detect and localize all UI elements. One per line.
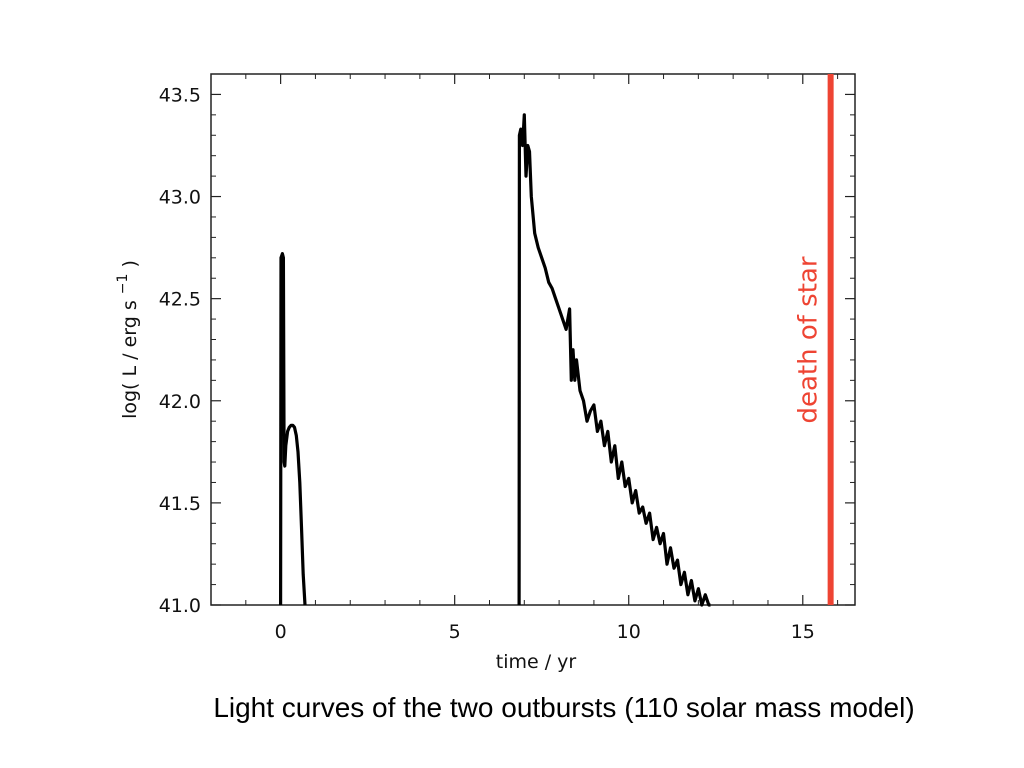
x-tick-label: 5 bbox=[449, 621, 461, 643]
y-axis-label-close: ) bbox=[119, 260, 141, 267]
x-axis-label: time / yr bbox=[496, 651, 577, 673]
figure-caption: Light curves of the two outbursts (110 s… bbox=[213, 692, 915, 723]
x-tick-label: 10 bbox=[617, 621, 641, 643]
axis-tick-labels: 0 5 10 15 41.0 41.5 42.0 42.5 43.0 43.5 bbox=[159, 84, 815, 643]
y-tick-label: 41.0 bbox=[159, 595, 201, 617]
y-tick-label: 43.0 bbox=[159, 187, 201, 209]
death-of-star-label: death of star bbox=[794, 256, 824, 423]
y-tick-label: 43.5 bbox=[159, 84, 201, 106]
outburst-2-curve bbox=[517, 113, 711, 607]
axis-ticks bbox=[210, 73, 855, 606]
y-tick-label: 42.5 bbox=[159, 289, 201, 311]
series-layer bbox=[279, 113, 711, 607]
y-axis-label-superscript: −1 bbox=[115, 274, 131, 295]
x-tick-label: 15 bbox=[791, 621, 815, 643]
y-tick-label: 41.5 bbox=[159, 493, 201, 515]
y-tick-label: 42.0 bbox=[159, 391, 201, 413]
y-axis-label: log( L / erg s −1 ) bbox=[110, 260, 141, 419]
x-tick-label: 0 bbox=[275, 621, 287, 643]
outburst-1-curve bbox=[279, 252, 307, 606]
y-axis-label-main: log( L / erg s bbox=[119, 300, 141, 419]
plot-frame bbox=[210, 73, 856, 606]
